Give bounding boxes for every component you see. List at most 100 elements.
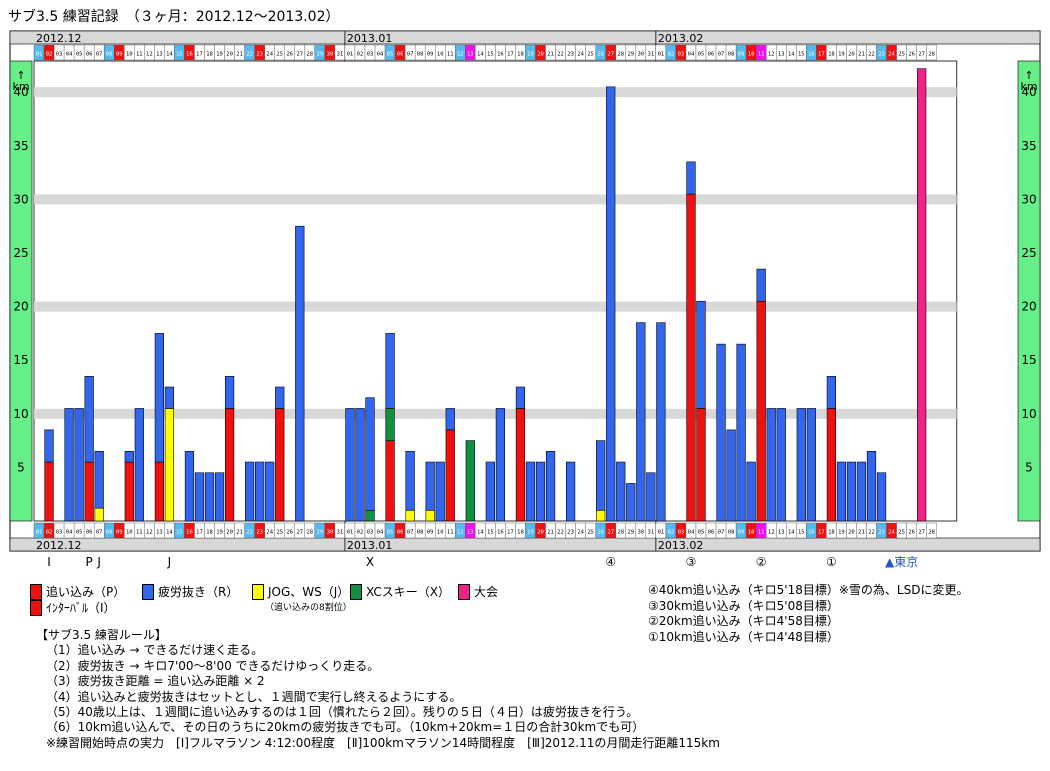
day-label-bottom: 24 <box>266 530 273 536</box>
day-label-top: 18 <box>517 52 524 58</box>
day-label-top: 31 <box>337 52 344 58</box>
day-label-top: 23 <box>256 52 263 58</box>
y-axis-band-right <box>1017 60 1041 522</box>
day-label-top: 13 <box>467 52 474 58</box>
day-label-top: 04 <box>377 52 384 58</box>
rule-item: （4）追い込みと疲労抜きはセットとし、１週間で実行し終えるようにする。 <box>46 689 462 704</box>
month-label-bottom: 2013.02 <box>658 539 704 552</box>
rules-title: 【サブ3.5 練習ルール】 <box>36 628 167 642</box>
day-label-bottom: 17 <box>507 530 514 536</box>
bar-segment-recovery <box>74 408 84 522</box>
y-tick-label-right: 25 <box>1021 246 1036 260</box>
day-label-top: 16 <box>808 52 815 58</box>
month-label-bottom: 2013.01 <box>347 539 393 552</box>
legend: 追い込み（P） ｲﾝﾀｰﾊﾞﾙ（I） 疲労抜き（R） JOG、WS（J） （追い… <box>30 583 1040 623</box>
day-label-bottom: 20 <box>537 530 544 536</box>
day-annotation: J <box>167 555 172 569</box>
legend-xc-label: XCスキー（X） <box>366 585 450 599</box>
bar-segment-push <box>154 461 164 522</box>
day-label-top: 10 <box>437 52 444 58</box>
legend-jog-swatch <box>252 583 264 600</box>
day-label-top: 17 <box>196 52 203 58</box>
rules-section: 【サブ3.5 練習ルール】 （1）追い込み → できるだけ速く走る。 （2）疲労… <box>36 628 720 751</box>
bar-segment-recovery <box>385 333 395 409</box>
legend-race-swatch <box>458 583 470 600</box>
bar-segment-recovery <box>124 451 134 463</box>
day-label-bottom: 23 <box>567 530 574 536</box>
bar-segment-recovery <box>154 333 164 463</box>
month-label-top: 2013.01 <box>347 32 393 45</box>
day-label-top: 16 <box>497 52 504 58</box>
day-label-top: 16 <box>186 52 193 58</box>
day-label-bottom: 06 <box>397 530 404 536</box>
day-label-top: 13 <box>156 52 163 58</box>
day-label-bottom: 19 <box>527 530 534 536</box>
bar-segment-push <box>515 408 526 522</box>
day-label-bottom: 26 <box>286 530 293 536</box>
day-label-bottom: 14 <box>477 530 484 536</box>
day-label-top: 05 <box>698 52 705 58</box>
rule-item: （3）疲労抜き距離 = 追い込み距離 × 2 <box>46 674 265 689</box>
day-label-top: 14 <box>166 52 173 58</box>
day-label-top: 11 <box>136 52 143 58</box>
bar-segment-xc <box>365 509 375 522</box>
day-label-bottom: 13 <box>156 530 163 536</box>
y-tick-label-left: 10 <box>13 407 28 421</box>
day-label-top: 27 <box>918 52 925 58</box>
day-annotation: P <box>86 555 93 569</box>
day-label-bottom: 17 <box>196 530 203 536</box>
legend-recovery: 疲労抜き（R） <box>142 583 238 600</box>
plot-area <box>33 60 958 522</box>
day-annotation: ① <box>826 555 837 569</box>
day-label-top: 14 <box>477 52 484 58</box>
goal-item: ③30km追い込み（キロ5'08目標） <box>648 598 839 613</box>
day-label-bottom: 28 <box>617 530 624 536</box>
day-label-top: 03 <box>56 52 63 58</box>
day-label-bottom: 01 <box>36 530 43 536</box>
day-label-bottom: 16 <box>808 530 815 536</box>
day-label-bottom: 03 <box>367 530 374 536</box>
legend-jog-note: （追い込みの8割位） <box>265 603 352 613</box>
y-tick-label-left: 5 <box>17 460 25 474</box>
legend-push: 追い込み（P） <box>30 583 125 600</box>
bar-segment-recovery <box>84 375 94 463</box>
legend-push-swatch <box>30 583 42 600</box>
y-tick-label-right: 40 <box>1021 85 1036 99</box>
day-label-bottom: 08 <box>417 530 424 536</box>
day-label-bottom: 17 <box>818 530 825 536</box>
bar-segment-recovery <box>214 472 225 522</box>
day-label-bottom: 27 <box>607 530 614 536</box>
day-label-top: 27 <box>296 52 303 58</box>
day-annotation: X <box>366 555 374 569</box>
day-label-bottom: 11 <box>447 530 454 536</box>
day-label-bottom: 18 <box>517 530 524 536</box>
day-annotation: ③ <box>686 555 697 569</box>
legend-race-label: 大会 <box>474 585 499 599</box>
day-label-bottom: 15 <box>487 530 494 536</box>
bars <box>44 68 927 522</box>
day-label-bottom: 15 <box>176 530 183 536</box>
day-label-bottom: 25 <box>898 530 905 536</box>
day-label-bottom: 13 <box>778 530 785 536</box>
day-label-bottom: 16 <box>497 530 504 536</box>
bar-segment-recovery <box>535 461 546 522</box>
day-label-top: 27 <box>607 52 614 58</box>
bar-segment-recovery <box>646 472 656 522</box>
day-label-bottom: 20 <box>848 530 855 536</box>
day-label-top: 25 <box>898 52 905 58</box>
bar-segment-recovery <box>626 483 636 522</box>
bar-segment-xc <box>385 408 395 441</box>
day-label-top: 22 <box>868 52 875 58</box>
day-label-top: 03 <box>367 52 374 58</box>
month-header-top <box>9 30 1041 45</box>
day-label-top: 01 <box>658 52 665 58</box>
day-label-bottom: 18 <box>206 530 213 536</box>
bar-segment-push <box>826 408 837 522</box>
day-label-top: 10 <box>126 52 133 58</box>
rule-item: （2）疲労抜き → キロ7'00～8'00 できるだけゆっくり走る。 <box>46 658 380 673</box>
bar-segment-push <box>224 408 235 522</box>
y-tick-label-right: 35 <box>1021 139 1036 153</box>
day-label-top: 02 <box>46 52 53 58</box>
day-label-bottom: 05 <box>76 530 83 536</box>
day-label-top: 23 <box>567 52 574 58</box>
